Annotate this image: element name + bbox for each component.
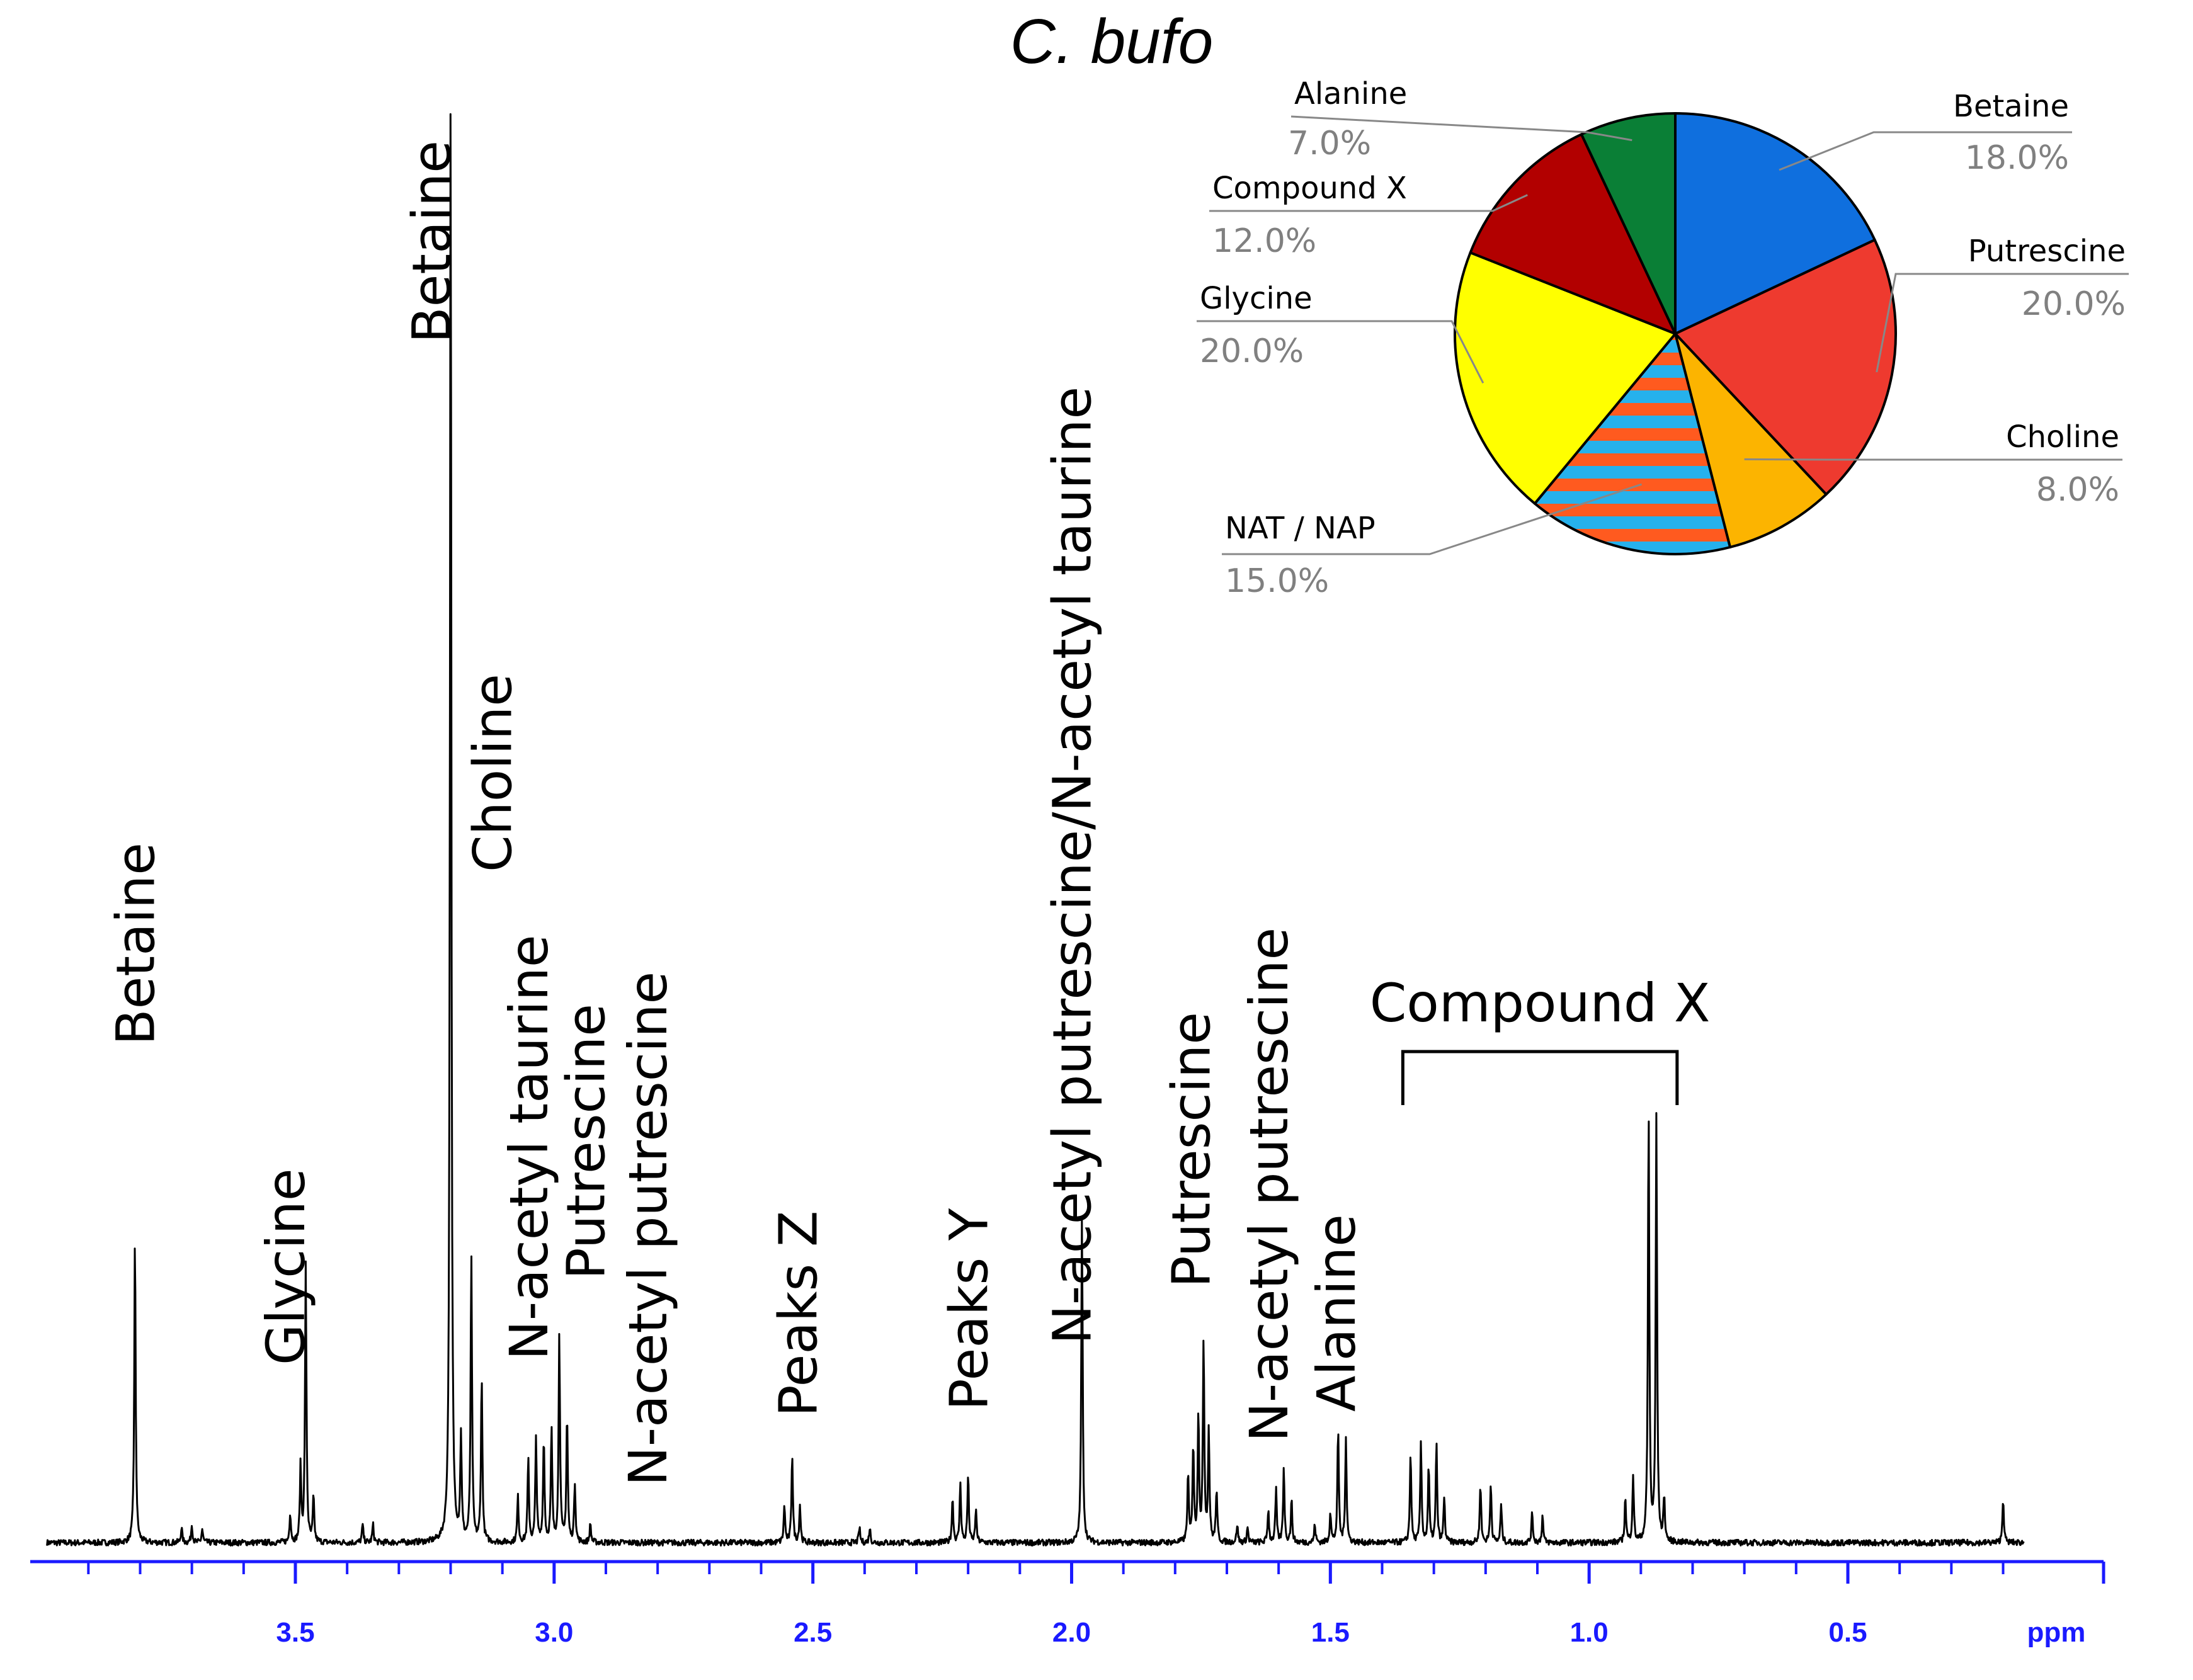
annotation-compound-x: Compound X (1370, 972, 1711, 1034)
pie-slice-choline (1674, 332, 1828, 548)
peak-annotations: Betaine Glycine Betaine Choline N-acetyl tau… (105, 140, 1711, 1486)
pie-slice-putrescine (1674, 239, 1897, 496)
pie-value-nat-nap: 15.0% (1225, 562, 1329, 600)
annotation-n-acetyl-putrescine-n-acetyl-taurine: N-acetyl putrescine/N-acetyl taurine (1042, 387, 1103, 1344)
pie-slice-glycine (1454, 251, 1677, 505)
axis-tick-label: 2.5 (794, 1617, 832, 1648)
pie-value-putrescine: 20.0% (2022, 285, 2126, 323)
axis-tick-label: 0.5 (1828, 1617, 1867, 1648)
pie-leader-line-betaine (1779, 131, 2072, 171)
pie-leader-line-nat-nap (1222, 483, 1643, 555)
annotation-choline: Choline (462, 674, 524, 872)
axis-ticks: 3.5 3.0 2.5 2.0 1.5 1.0 0.5 (87, 1562, 2105, 1648)
axis-tick-label: 2.0 (1052, 1617, 1091, 1648)
annotation-alanine: Alanine (1306, 1214, 1367, 1412)
pie-value-compound-x: 12.0% (1212, 222, 1316, 260)
chart-title: C. bufo (1010, 6, 1213, 77)
annotation-betaine: Betaine (401, 140, 463, 343)
annotation-n-acetyl-taurine: N-acetyl taurine (498, 934, 560, 1360)
pie-leader-line-choline (1744, 458, 2122, 461)
pie-label-glycine: Glycine (1200, 281, 1313, 316)
annotation-glycine: Glycine (255, 1168, 317, 1365)
pie-leader-line-compound-x (1209, 194, 1528, 212)
axis-unit-label: ppm (2027, 1617, 2086, 1648)
annotation-n-acetyl-putrescine: N-acetyl putrescine (617, 972, 679, 1486)
annotation-putrescine: Putrescine (1161, 1012, 1222, 1288)
pie-slice-nat-nap (1533, 332, 1731, 555)
annotation-peaks-z: Peaks Z (767, 1211, 829, 1417)
axis-tick-label: 1.0 (1570, 1617, 1609, 1648)
pie-value-betaine: 18.0% (1965, 139, 2069, 177)
nmr-spectrum (46, 113, 2025, 1547)
axis-tick-label: 3.5 (276, 1617, 314, 1648)
annotation-betaine: Betaine (105, 843, 167, 1045)
pie-label-alanine: Alanine (1294, 76, 1407, 111)
pie-slice-compound-x (1469, 133, 1677, 335)
pie-label-choline: Choline (2006, 419, 2119, 455)
axis-tick-label: 3.0 (535, 1617, 573, 1648)
pie-leader-line-glycine (1197, 320, 1484, 383)
spectrum-trace (46, 113, 2025, 1547)
annotation-n-acetyl-putrescine: N-acetyl putrescine (1238, 928, 1300, 1442)
annotation-peaks-y: Peaks Y (938, 1208, 1000, 1410)
pie-leader-line-putrescine (1876, 273, 2129, 373)
pie-label-compound-x: Compound X (1212, 171, 1407, 206)
axis-tick-label: 1.5 (1311, 1617, 1350, 1648)
pie-leader-line-alanine (1290, 115, 1632, 142)
ppm-axis: 3.5 3.0 2.5 2.0 1.5 1.0 0.5 ppm (30, 1560, 2105, 1648)
pie-slice-betaine (1674, 112, 1876, 335)
pie-value-alanine: 7.0% (1288, 125, 1371, 162)
pie-label-putrescine: Putrescine (1968, 234, 2126, 269)
annotation-putrescine: Putrescine (555, 1004, 617, 1280)
pie-label-nat-nap: NAT / NAP (1225, 511, 1376, 546)
pie-value-choline: 8.0% (2036, 471, 2119, 509)
compound-x-bracket (1401, 1050, 1679, 1105)
pie-value-glycine: 20.0% (1200, 332, 1304, 370)
pie-chart: Betaine 18.0% Putrescine 20.0% Choline 8.0% NA… (1197, 76, 2129, 600)
pie-label-betaine: Betaine (1953, 89, 2069, 124)
